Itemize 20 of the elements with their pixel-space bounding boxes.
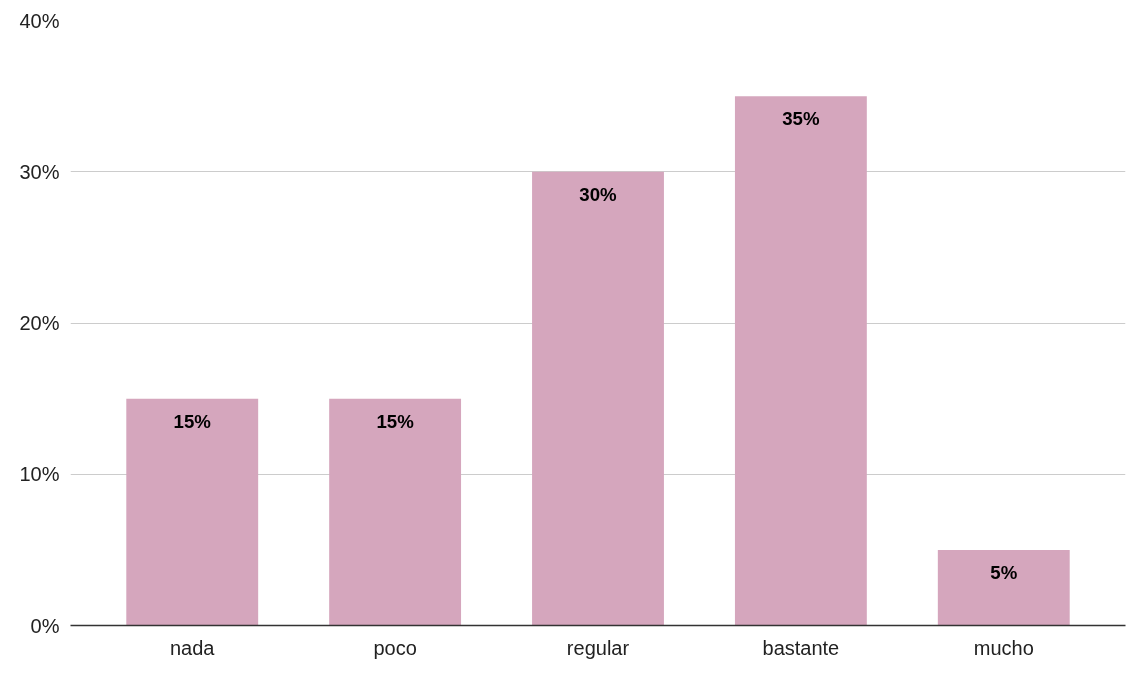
data-label: 30%	[579, 183, 618, 205]
x-tick-label: bastante	[762, 636, 840, 659]
x-tick-label: regular	[566, 636, 630, 659]
data-label: 15%	[376, 410, 415, 432]
bar	[734, 96, 867, 626]
data-label: 35%	[782, 108, 820, 130]
bar	[532, 171, 664, 626]
x-tick-label: mucho	[973, 636, 1034, 659]
bar	[329, 398, 462, 626]
bar	[126, 398, 259, 626]
x-tick-label: nada	[169, 636, 216, 659]
y-tick-label: 10%	[19, 463, 60, 486]
y-tick-label: 40%	[19, 9, 60, 32]
bar	[937, 549, 1070, 626]
y-tick-label: 20%	[19, 312, 60, 334]
y-tick-label: 0%	[30, 614, 60, 637]
x-tick-label: poco	[373, 636, 417, 659]
y-tick-label: 30%	[19, 160, 60, 183]
data-label: 15%	[173, 410, 212, 432]
data-label: 5%	[990, 561, 1018, 583]
